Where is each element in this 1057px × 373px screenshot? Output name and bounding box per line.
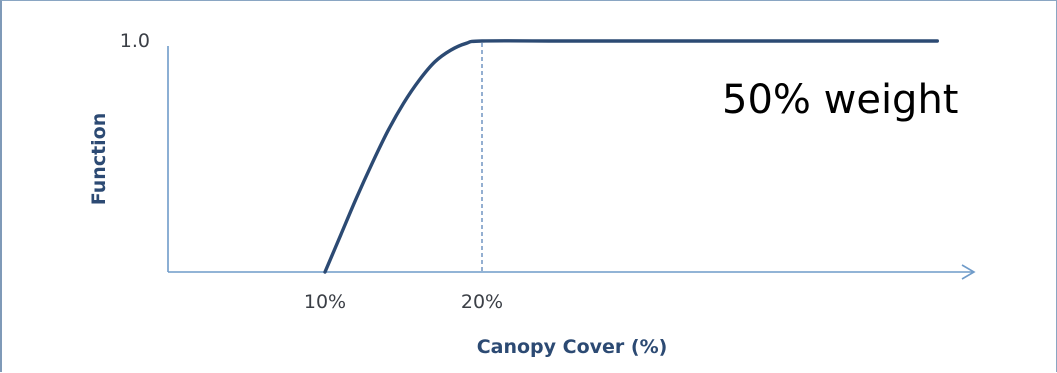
labels: 10% 20% 1.0 Canopy Cover (%) Function 50% wei… bbox=[88, 30, 958, 358]
y-tick-label-0: 1.0 bbox=[120, 30, 150, 52]
x-tick-label-0: 10% bbox=[304, 291, 346, 313]
x-tick-label-1: 20% bbox=[461, 291, 503, 313]
annotation-0: 50% weight bbox=[722, 77, 958, 123]
y-axis-title: Function bbox=[88, 113, 110, 206]
series-line-0 bbox=[323, 39, 939, 274]
axes bbox=[167, 46, 976, 280]
x-axis-arrowhead bbox=[961, 264, 976, 280]
x-axis-title: Canopy Cover (%) bbox=[477, 336, 668, 358]
series-layer bbox=[323, 39, 939, 274]
